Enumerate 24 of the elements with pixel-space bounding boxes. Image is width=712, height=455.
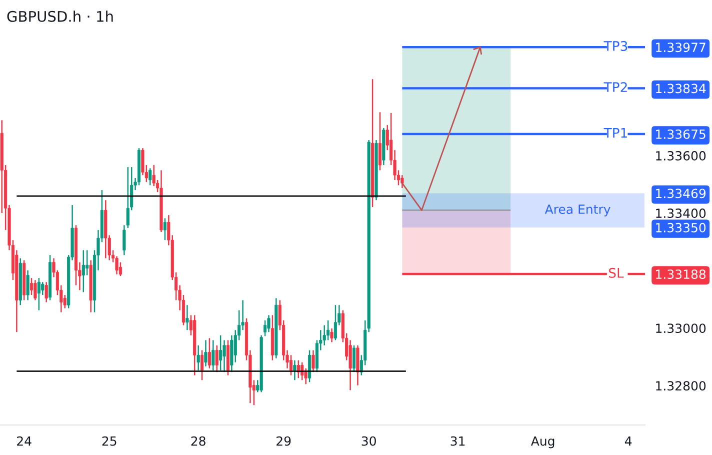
x-tick-label: 30 (362, 436, 376, 446)
ref-line-label: TP1 (604, 128, 627, 138)
y-tick-label: 1.33834 (656, 84, 706, 94)
y-tick-label: 1.32800 (656, 381, 706, 391)
y-tick-label: 1.33977 (656, 42, 706, 52)
y-tick-label: 1.33350 (656, 222, 706, 232)
band-label: Area Entry (544, 204, 610, 216)
x-tick-label: 29 (276, 436, 291, 446)
text: GBPUSD.h · 1h (7, 10, 113, 22)
x-tick-label: 31 (450, 436, 465, 446)
y-tick-label: 1.33188 (656, 270, 706, 279)
y-tick-label: 1.33400 (656, 208, 706, 218)
y-tick-label: 1.33469 (656, 188, 706, 198)
ref-line-label: SL (608, 268, 624, 278)
x-tick-label: 24 (17, 436, 32, 446)
y-tick-label: 1.33000 (656, 324, 706, 334)
x-tick-label: 4 (624, 436, 632, 446)
y-tick-label: 1.33675 (656, 129, 706, 139)
x-tick-label: Aug (530, 436, 554, 448)
y-tick-label: 1.33600 (656, 151, 706, 160)
x-tick-label: 25 (102, 436, 116, 446)
ref-line-label: TP3 (604, 41, 628, 51)
x-tick-label: 28 (191, 436, 206, 446)
ref-line-label: TP2 (604, 82, 627, 92)
